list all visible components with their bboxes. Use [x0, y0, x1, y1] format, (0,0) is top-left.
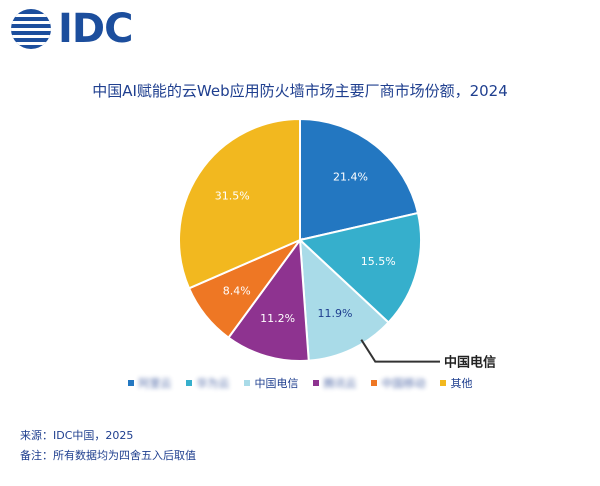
slice-value-label: 31.5%	[215, 190, 250, 203]
globe-icon	[11, 9, 51, 49]
legend-swatch	[185, 380, 192, 386]
legend-swatch	[439, 380, 446, 386]
slice-value-label: 11.2%	[260, 312, 295, 325]
slice-value-label: 11.9%	[318, 307, 353, 320]
legend-label: 中国电信	[254, 377, 299, 390]
slice-value-label: 8.4%	[223, 285, 251, 298]
chart-title: 中国AI赋能的云Web应用防火墙市场主要厂商市场份额，2024	[92, 82, 508, 100]
pie-slice	[299, 117, 420, 242]
legend-item: 华为云	[185, 375, 230, 391]
legend-item: 其他	[439, 375, 473, 391]
legend-swatch	[312, 380, 319, 386]
legend-item: 阿里云	[127, 375, 172, 391]
idc-logo: IDC	[8, 6, 148, 52]
legend-item: 中国移动	[370, 375, 426, 391]
source-note: 来源：IDC中国，2025	[20, 429, 134, 442]
legend-item: 中国电信	[243, 375, 299, 391]
legend-swatch	[127, 380, 134, 386]
pie-slice	[227, 237, 310, 362]
legend-label: 中国移动	[381, 377, 426, 390]
rounding-note: 备注：所有数据均为四舍五入后取值	[20, 449, 196, 462]
legend-item: 腾讯云	[312, 375, 357, 391]
legend-swatch	[370, 380, 377, 386]
legend-label: 其他	[450, 377, 473, 390]
pie-slice	[178, 117, 301, 290]
pie-slice	[297, 211, 422, 324]
legend-swatch	[243, 380, 250, 386]
legend: 阿里云 华为云 中国电信 腾讯云 中国移动 其他	[0, 375, 600, 391]
logo-text: IDC	[58, 6, 133, 52]
slice-value-label: 15.5%	[361, 255, 396, 268]
slice-value-label: 21.4%	[333, 171, 368, 184]
legend-label: 华为云	[196, 377, 230, 390]
annotation-label: 中国电信	[444, 355, 496, 371]
legend-label: 阿里云	[138, 377, 172, 390]
legend-label: 腾讯云	[323, 377, 357, 390]
pie-slice	[298, 237, 390, 362]
footer: 来源：IDC中国，2025 备注：所有数据均为四舍五入后取值	[20, 426, 196, 466]
annotation-leader-line	[360, 339, 440, 363]
